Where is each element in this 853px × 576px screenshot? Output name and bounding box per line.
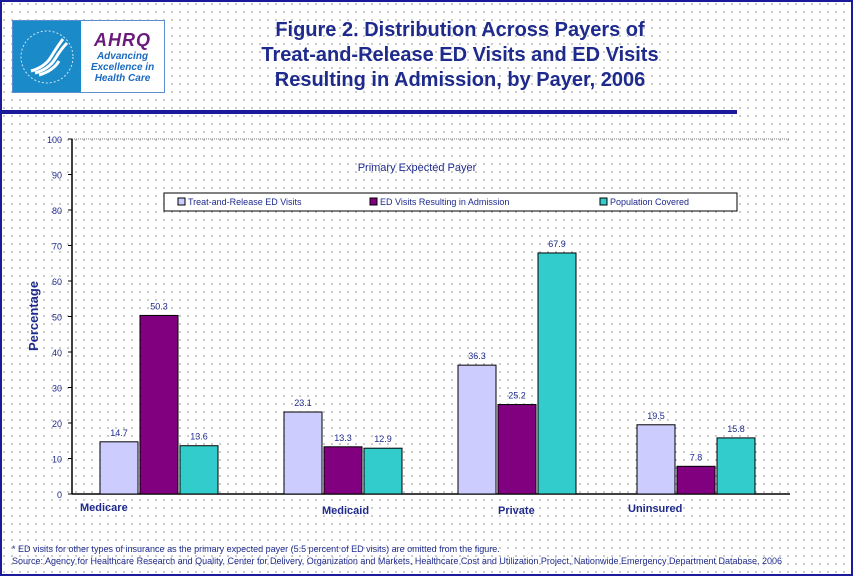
y-tick-label: 40 (52, 348, 62, 358)
bar-uninsured-2 (676, 465, 716, 495)
category-label-private: Private (498, 505, 535, 517)
title-line-1: Figure 2. Distribution Across Payers of (275, 19, 645, 41)
bar-medicaid-2 (323, 446, 363, 495)
legend-entry-2: ED Visits Resulting in Admission (380, 197, 509, 207)
y-tick-label: 30 (52, 384, 62, 394)
bar-medicare-3 (179, 445, 219, 495)
title-line-2: Treat-and-Release ED Visits and ED Visit… (261, 44, 659, 66)
bar-private-3 (537, 252, 577, 495)
title-divider (2, 110, 737, 114)
data-label: 14.7 (110, 428, 128, 438)
data-label: 36.3 (468, 351, 486, 361)
data-label: 13.6 (190, 432, 208, 442)
legend-swatch-2 (369, 197, 378, 206)
bar-private-2 (497, 404, 537, 495)
y-tick-label: 90 (52, 171, 62, 181)
ahrq-logo: AHRQ Advancing Excellence in Health Care (12, 20, 165, 93)
legend-entry-3: Population Covered (610, 197, 689, 207)
logo-brand: AHRQ (94, 29, 151, 50)
data-label: 25.2 (508, 391, 526, 401)
hhs-eagle-icon (13, 21, 81, 92)
data-label: 13.3 (334, 433, 352, 443)
legend-entry-1: Treat-and-Release ED Visits (188, 197, 302, 207)
footnote: * ED visits for other types of insurance… (12, 544, 500, 554)
legend-swatch-1 (177, 197, 186, 206)
y-tick-label: 100 (47, 135, 62, 145)
legend-swatch-3 (599, 197, 608, 206)
logo-tagline: Advancing Excellence in Health Care (90, 50, 155, 84)
page-title: Figure 2. Distribution Across Payers of … (200, 18, 720, 93)
bar-medicaid-1 (283, 411, 323, 495)
y-tick-label: 20 (52, 419, 62, 429)
data-label: 7.8 (690, 452, 703, 462)
chart-subtitle: Primary Expected Payer (358, 162, 477, 174)
bar-uninsured-1 (636, 424, 676, 495)
y-tick-label: 80 (52, 206, 62, 216)
bar-uninsured-3 (716, 437, 756, 495)
category-label-uninsured: Uninsured (628, 503, 682, 515)
bar-medicare-1 (99, 441, 139, 495)
y-tick-label: 70 (52, 242, 62, 252)
y-tick-label: 60 (52, 277, 62, 287)
data-label: 15.8 (727, 424, 745, 434)
y-tick-label: 10 (52, 455, 62, 465)
data-label: 19.5 (647, 411, 665, 421)
bar-private-1 (457, 364, 497, 495)
legend-box (163, 192, 738, 212)
data-label: 50.3 (150, 301, 168, 311)
category-label-medicare: Medicare (80, 502, 128, 514)
y-tick-label: 0 (57, 490, 62, 500)
category-label-medicaid: Medicaid (322, 505, 369, 517)
data-label: 67.9 (548, 239, 566, 249)
y-axis-label: Percentage (26, 281, 41, 351)
source-note: Source: Agency for Healthcare Research a… (12, 556, 783, 566)
bar-medicaid-3 (363, 447, 403, 495)
data-label: 12.9 (374, 434, 392, 444)
data-label: 23.1 (294, 398, 312, 408)
bar-medicare-2 (139, 314, 179, 495)
y-tick-label: 50 (52, 313, 62, 323)
title-line-3: Resulting in Admission, by Payer, 2006 (274, 69, 646, 91)
